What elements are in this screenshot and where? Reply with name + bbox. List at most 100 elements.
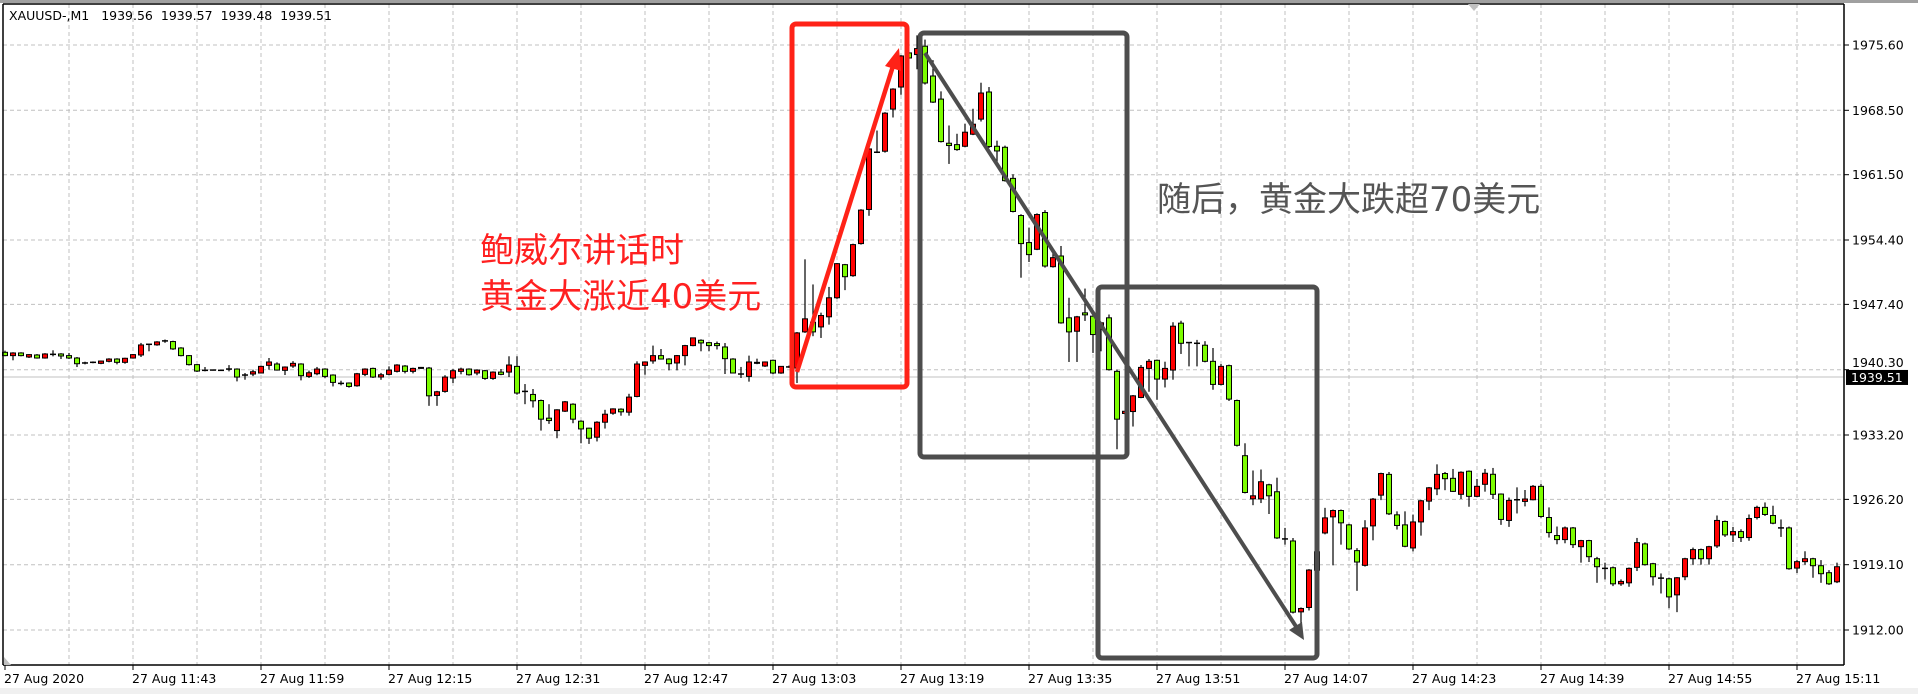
candle-body-down bbox=[1082, 312, 1088, 316]
candle bbox=[634, 361, 640, 398]
candle-body-up bbox=[386, 369, 392, 375]
candle bbox=[266, 358, 272, 370]
candle bbox=[186, 354, 192, 366]
candle bbox=[922, 39, 928, 85]
candle-body-down bbox=[114, 358, 120, 363]
current-price-tag: 1939.51 bbox=[1846, 369, 1908, 385]
candle-body-up bbox=[834, 263, 840, 299]
candle bbox=[258, 365, 264, 374]
candle bbox=[1810, 557, 1816, 578]
candle bbox=[1778, 519, 1784, 537]
candle-body-down bbox=[1586, 540, 1592, 558]
candle-body-up bbox=[130, 354, 136, 359]
candle-body-down bbox=[946, 142, 952, 147]
candle-body-up bbox=[1258, 481, 1264, 500]
candle bbox=[1266, 483, 1272, 515]
time-tick-label: 27 Aug 12:31 bbox=[516, 671, 600, 686]
candle bbox=[890, 88, 896, 118]
candle bbox=[514, 356, 520, 395]
candle bbox=[202, 367, 208, 372]
candle bbox=[898, 55, 904, 95]
candle-body-down bbox=[1786, 527, 1792, 570]
candle bbox=[778, 365, 784, 374]
candle bbox=[466, 368, 472, 376]
candle bbox=[546, 404, 552, 424]
candle bbox=[1746, 514, 1752, 541]
candle-body-down bbox=[1058, 255, 1064, 324]
candle-body-up bbox=[1146, 360, 1152, 369]
time-axis[interactable]: 27 Aug 2020 27 Aug 11:43 27 Aug 11:59 27 Au… bbox=[4, 665, 1880, 686]
candle-body-down bbox=[1346, 524, 1352, 550]
candle bbox=[1250, 470, 1256, 506]
candle-body-up bbox=[1706, 546, 1712, 560]
candle bbox=[1594, 556, 1600, 583]
price-tick-label: 1975.60 bbox=[1852, 38, 1904, 53]
candle-body-up bbox=[650, 355, 656, 362]
chart-shift-marker-icon[interactable] bbox=[1468, 4, 1480, 11]
candle-body-up bbox=[10, 352, 16, 357]
candle bbox=[1642, 542, 1648, 566]
candle bbox=[250, 369, 256, 377]
candle bbox=[1378, 472, 1384, 501]
candle-body-up bbox=[826, 297, 832, 318]
candle-body-up bbox=[1330, 510, 1336, 518]
time-tick-label: 27 Aug 14:39 bbox=[1540, 671, 1624, 686]
candle-body-up bbox=[1426, 487, 1432, 502]
candle bbox=[1666, 577, 1672, 609]
candle-body-up bbox=[1458, 471, 1464, 495]
candle bbox=[1066, 297, 1072, 362]
candle bbox=[730, 358, 736, 374]
candle bbox=[1450, 468, 1456, 493]
candle-body-down bbox=[66, 355, 72, 359]
candle bbox=[1626, 567, 1632, 587]
candle-body-down bbox=[74, 357, 80, 365]
candle bbox=[338, 380, 344, 386]
candle bbox=[1834, 562, 1840, 584]
candle-body-up bbox=[626, 396, 632, 413]
candle bbox=[1418, 499, 1424, 536]
candle-body-up bbox=[1418, 500, 1424, 523]
candle-body-down bbox=[930, 75, 936, 103]
candle bbox=[330, 374, 336, 387]
candle bbox=[1058, 245, 1064, 324]
candle-body-up bbox=[610, 408, 616, 414]
price-tick-label: 1961.50 bbox=[1852, 167, 1904, 182]
candle bbox=[1026, 227, 1032, 262]
candle-body-down bbox=[1114, 370, 1120, 420]
candle-body-up bbox=[378, 374, 384, 378]
candle bbox=[1170, 322, 1176, 380]
candle bbox=[322, 368, 328, 378]
candle-body-down bbox=[1546, 517, 1552, 534]
candle-body-up bbox=[1482, 472, 1488, 485]
time-tick-label: 27 Aug 13:51 bbox=[1156, 671, 1240, 686]
price-axis[interactable]: 1975.60 1968.50 1961.50 1954.40 1947.40 1940.… bbox=[1844, 38, 1904, 638]
candle bbox=[170, 340, 176, 350]
candle bbox=[1530, 485, 1536, 501]
candle-body-up bbox=[362, 368, 368, 375]
candle bbox=[298, 363, 304, 381]
candle bbox=[122, 357, 128, 364]
candle bbox=[522, 384, 528, 405]
candle bbox=[626, 393, 632, 416]
candle-body-down bbox=[1826, 572, 1832, 585]
candle-body-up bbox=[42, 353, 48, 359]
candle-body-down bbox=[1242, 455, 1248, 493]
candle-body-down bbox=[186, 355, 192, 366]
candle bbox=[1210, 347, 1216, 390]
candle bbox=[1402, 511, 1408, 548]
candle bbox=[562, 400, 568, 413]
candle bbox=[146, 343, 152, 352]
candle-body-up bbox=[1410, 521, 1416, 549]
candle-body-down bbox=[1570, 527, 1576, 546]
candle-body-up bbox=[442, 376, 448, 392]
candle-body-down bbox=[1266, 484, 1272, 497]
candle-body-up bbox=[1690, 549, 1696, 560]
candle-body-up bbox=[1674, 577, 1680, 596]
candle bbox=[1274, 477, 1280, 539]
candle bbox=[1186, 341, 1192, 367]
candle-body-up bbox=[1578, 540, 1584, 548]
candle-body-down bbox=[1338, 510, 1344, 524]
candle bbox=[1338, 509, 1344, 545]
